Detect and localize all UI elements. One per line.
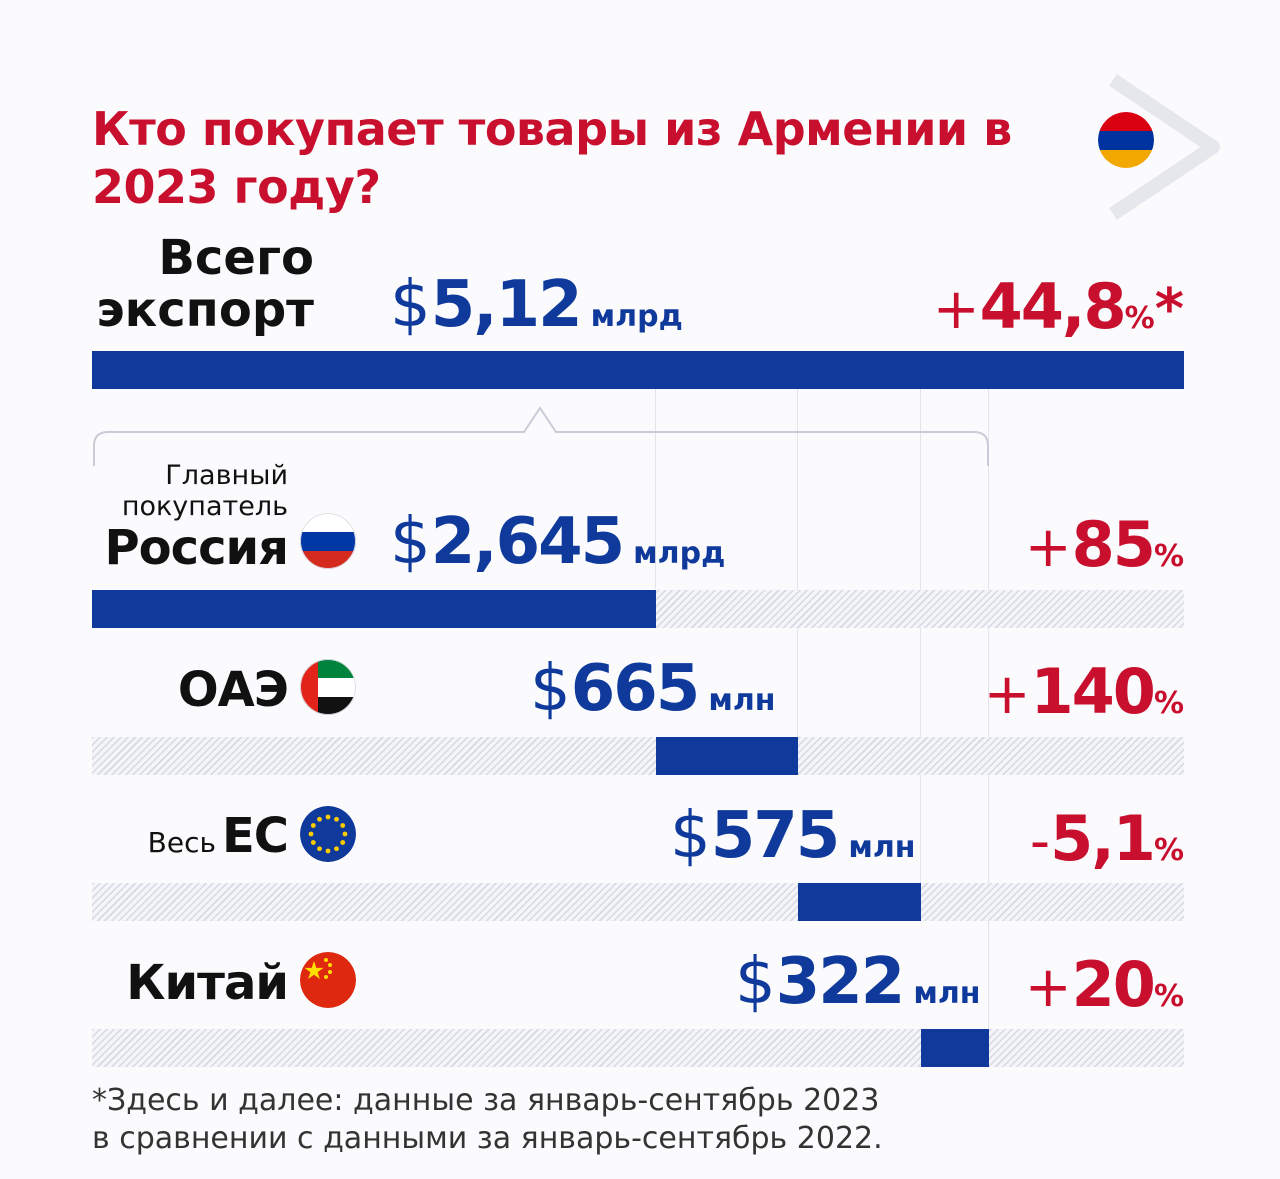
uae-bar: [656, 737, 798, 775]
eu-unit: млн: [848, 830, 916, 865]
change-value: 44,8: [979, 270, 1127, 343]
china-bar-track: [92, 1029, 1184, 1067]
eu-star-icon: [340, 840, 346, 845]
russia-pre-label-1: Главный: [165, 460, 288, 491]
change-sign: +: [1024, 515, 1072, 580]
total-label: Всего экспорт: [92, 232, 314, 336]
uae-change: +140%: [984, 655, 1184, 728]
guide-line: [988, 389, 989, 1029]
eu-star-icon: [317, 846, 322, 852]
currency-symbol: $: [735, 945, 776, 1019]
guide-line: [920, 389, 921, 883]
change-value: 5,1: [1050, 802, 1156, 875]
change-sign: +: [932, 277, 980, 342]
eu-star-icon: [342, 831, 348, 837]
china-bar: [920, 1029, 990, 1067]
uae-flag-icon: [300, 659, 356, 715]
footnote: *Здесь и далее: данные за январь-сентябр…: [92, 1082, 1092, 1158]
eu-star-icon: [310, 840, 316, 845]
eu-label: Весь ЕС: [92, 808, 289, 864]
russia-name: Россия: [104, 520, 289, 576]
currency-symbol: $: [670, 799, 711, 873]
china-label: Китай: [126, 955, 289, 1011]
russia-change: +85%: [1025, 508, 1184, 581]
change-value: 20: [1071, 948, 1156, 1021]
uae-unit: млн: [708, 683, 776, 718]
uae-amount: 665: [570, 652, 701, 726]
eu-star-icon: [325, 814, 331, 820]
change-value: 85: [1071, 508, 1156, 581]
armenia-flag-icon: [1098, 112, 1154, 168]
footnote-line2: в сравнении с данными за январь-сентябрь…: [92, 1121, 883, 1156]
total-bar: [92, 351, 1184, 389]
russia-bar: [92, 590, 657, 628]
eu-bar-track: [92, 883, 1184, 921]
russia-bar-track: [92, 590, 1184, 628]
eu-star-icon: [334, 846, 339, 852]
bracket-line: [93, 406, 989, 466]
change-unit: %: [1153, 539, 1184, 574]
chevron-right-icon: [1109, 74, 1220, 220]
change-value: 140: [1030, 655, 1156, 728]
total-amount: 5,12: [430, 268, 583, 342]
eu-flag-icon: [300, 806, 356, 862]
eu-change: -5,1%: [1030, 802, 1184, 875]
eu-value: $575 млн: [670, 799, 916, 873]
eu-star-icon: [334, 816, 339, 822]
eu-pre-label: Весь: [147, 826, 216, 859]
page-title: Кто покупает товары из Армении в 2023 го…: [92, 102, 1012, 214]
russia-pre-label-2: покупатель: [121, 491, 288, 522]
total-label-line1: Всего: [158, 230, 314, 286]
currency-symbol: $: [530, 652, 571, 726]
guide-line: [797, 389, 798, 737]
china-value: $322 млн: [735, 945, 981, 1019]
total-unit: млрд: [590, 299, 683, 334]
change-unit: %: [1153, 979, 1184, 1014]
change-sign: +: [1024, 955, 1072, 1020]
eu-name: ЕС: [221, 808, 289, 864]
footnote-line1: *Здесь и далее: данные за январь-сентябр…: [92, 1083, 880, 1118]
currency-symbol: $: [390, 268, 431, 342]
total-change: +44,8%*: [933, 270, 1184, 343]
change-sign: +: [983, 662, 1031, 727]
uae-label: ОАЭ: [177, 662, 289, 718]
total-label-line2: экспорт: [96, 282, 314, 338]
russia-label: Главный покупатель Россия: [92, 460, 289, 576]
russia-unit: млрд: [633, 536, 726, 571]
eu-star-icon: [310, 823, 316, 828]
eu-star-icon: [325, 848, 331, 854]
uae-value: $665 млн: [530, 652, 776, 726]
total-value: $5,12 млрд: [390, 268, 683, 342]
eu-star-icon: [317, 816, 322, 822]
eu-star-icon: [340, 823, 346, 828]
russia-value: $2,645 млрд: [390, 505, 725, 579]
eu-amount: 575: [710, 799, 841, 873]
russia-flag-icon: [300, 513, 356, 569]
china-flag-icon: [300, 952, 356, 1008]
china-amount: 322: [775, 945, 906, 1019]
footnote-mark: *: [1154, 277, 1184, 342]
currency-symbol: $: [390, 505, 431, 579]
change-unit: %: [1153, 686, 1184, 721]
russia-amount: 2,645: [430, 505, 625, 579]
uae-bar-track: [92, 737, 1184, 775]
china-change: +20%: [1025, 948, 1184, 1021]
change-sign: -: [1029, 809, 1051, 874]
change-unit: %: [1124, 301, 1155, 336]
guide-line: [655, 389, 656, 589]
eu-bar: [797, 883, 921, 921]
change-unit: %: [1153, 833, 1184, 868]
eu-star-icon: [308, 831, 314, 837]
china-unit: млн: [913, 976, 981, 1011]
